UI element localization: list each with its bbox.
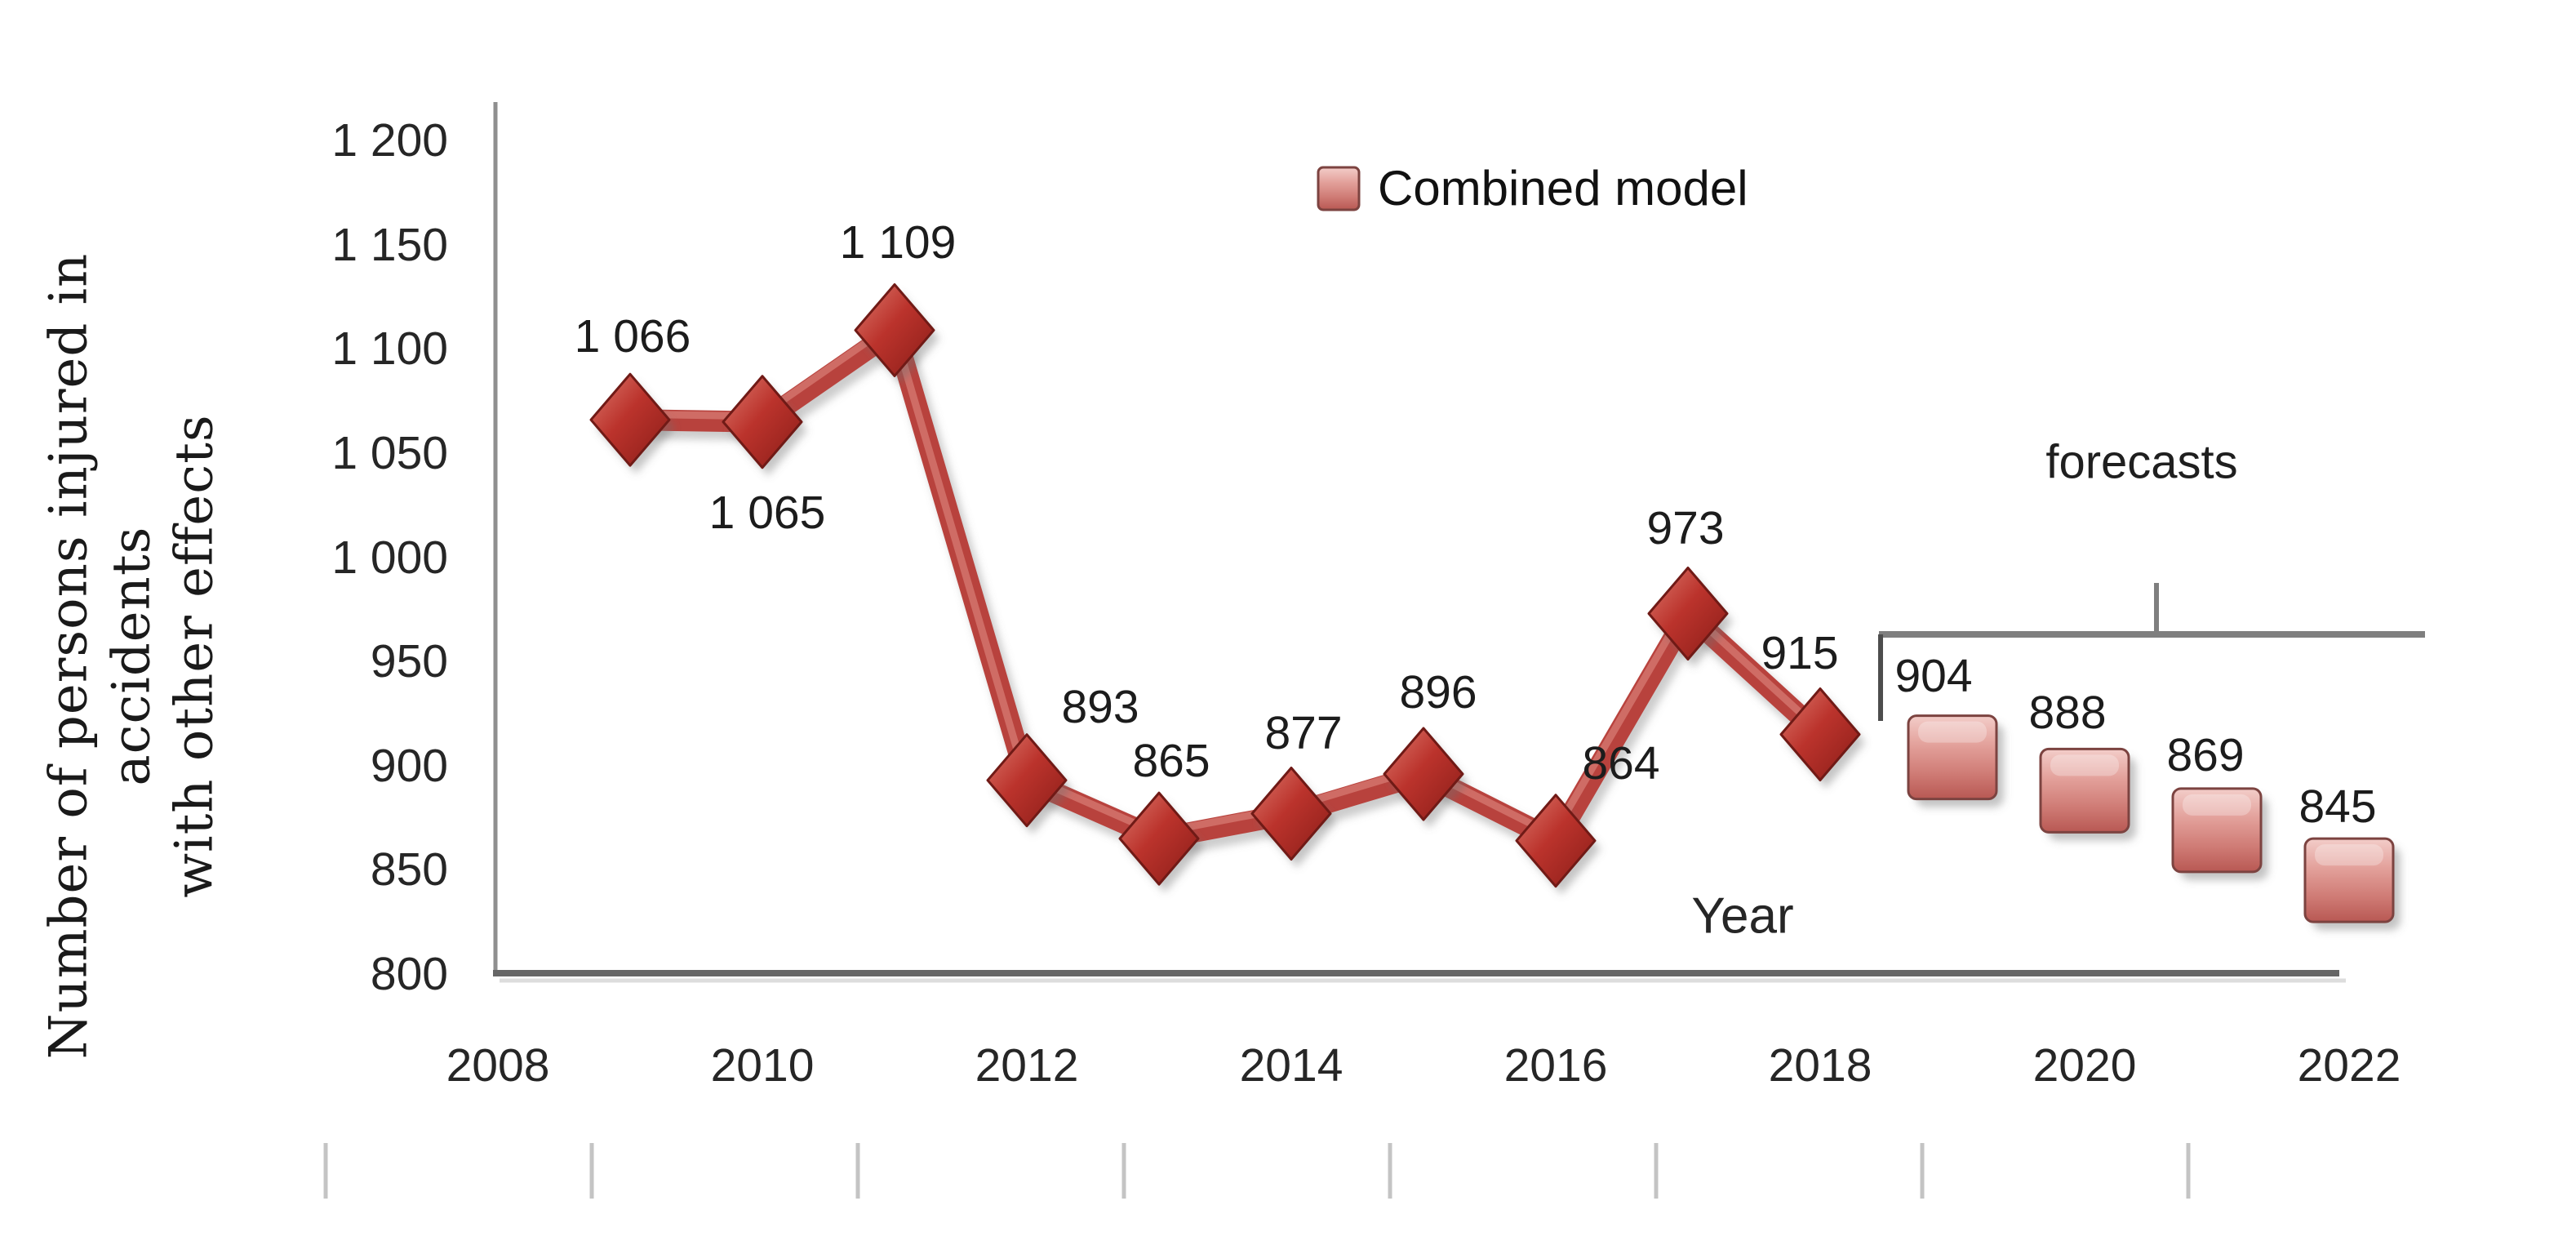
forecast-square-gloss <box>2183 794 2251 816</box>
diamond-marker <box>1250 766 1332 861</box>
series-line-highlight <box>624 320 1822 839</box>
forecast-square-marker <box>2171 787 2263 874</box>
forecast-square-gloss <box>2050 754 2119 776</box>
diamond-marker <box>1383 727 1464 821</box>
diamond-marker <box>1118 791 1200 886</box>
diamond-marker <box>854 282 935 377</box>
series-line-shadow <box>624 326 1837 860</box>
diamond-marker <box>589 372 671 467</box>
forecast-square-marker <box>2039 747 2130 834</box>
forecast-square-marker <box>1907 714 1998 801</box>
diamond-marker <box>1515 794 1597 888</box>
diamond-marker <box>986 733 1068 828</box>
diamond-marker <box>1647 567 1729 661</box>
diamond-marker <box>1779 687 1861 782</box>
forecast-square-marker <box>2303 837 2395 923</box>
diamond-marker <box>722 375 803 469</box>
forecast-square-gloss <box>2315 844 2383 866</box>
series-line <box>620 319 1831 852</box>
forecast-square-gloss <box>1918 721 1987 743</box>
